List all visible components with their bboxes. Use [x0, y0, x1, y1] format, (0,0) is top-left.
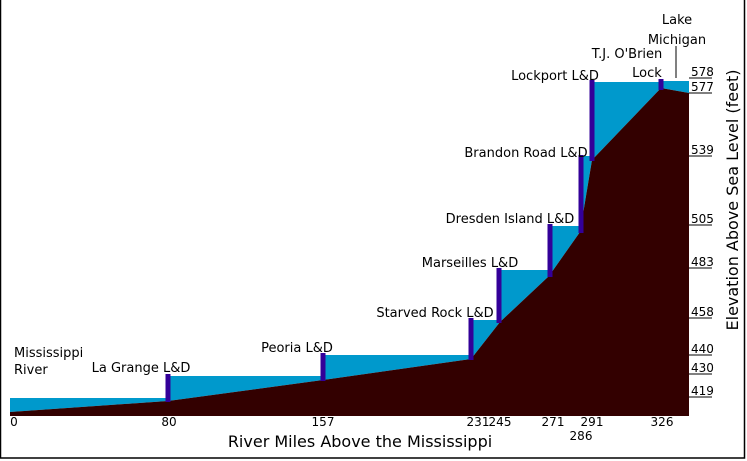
lock-bar — [547, 224, 553, 277]
y-tick-label: 483 — [691, 255, 714, 269]
lock-label-brandon-road: Brandon Road L&D — [464, 146, 587, 161]
river-bed — [10, 88, 689, 416]
water-pool — [471, 320, 500, 359]
y-tick-label: 505 — [691, 212, 714, 226]
lock-bar — [589, 80, 595, 161]
lock-bar — [320, 353, 326, 381]
x-tick-label: 271 — [542, 415, 565, 429]
lock-bar — [658, 79, 664, 90]
water-pool — [323, 355, 471, 380]
mississippi-label-line1: Mississippi — [14, 346, 83, 361]
x-tick-label: 291 — [581, 415, 604, 429]
water-pool — [592, 82, 661, 160]
x-tick-label: 157 — [312, 415, 335, 429]
lock-label-lockport: Lockport L&D — [511, 69, 599, 84]
y-tick-label: 539 — [691, 143, 714, 157]
water-pool — [10, 398, 168, 412]
x-tick-label: 0 — [10, 415, 18, 429]
lock-label-obrien-line2: Lock — [632, 66, 662, 81]
y-tick-label: 577 — [691, 80, 714, 94]
water-pool — [661, 81, 689, 93]
lock-label-peoria: Peoria L&D — [261, 341, 333, 356]
x-tick-label: 245 — [489, 415, 512, 429]
lock-label-starved-rock: Starved Rock L&D — [376, 306, 493, 321]
lock-bar — [165, 374, 171, 402]
lake-label-line1: Lake — [662, 13, 692, 28]
lock-label-dresden-island: Dresden Island L&D — [446, 212, 575, 227]
x-tick-label: 326 — [651, 415, 674, 429]
x-tick-label: 80 — [161, 415, 176, 429]
lock-bar — [496, 268, 502, 323]
y-tick-label: 430 — [691, 361, 714, 375]
mississippi-label-line2: River — [14, 363, 48, 378]
y-tick-label: 419 — [691, 384, 714, 398]
y-tick-label: 440 — [691, 342, 714, 356]
lock-bars — [165, 79, 664, 402]
lock-label-la-grange: La Grange L&D — [92, 361, 191, 376]
water-pool — [549, 226, 580, 276]
lock-label-marseilles: Marseilles L&D — [422, 256, 518, 271]
lake-label-line2: Michigan — [648, 33, 706, 48]
water-pool — [168, 376, 323, 401]
lock-bar — [578, 155, 584, 233]
y-tick-label: 578 — [691, 65, 714, 79]
x-tick-label: 231 — [467, 415, 490, 429]
x-axis-title: River Miles Above the Mississippi — [228, 432, 492, 451]
y-tick-label: 458 — [691, 305, 714, 319]
lock-label-obrien-line1: T.J. O'Brien — [591, 47, 663, 62]
water-pool — [500, 270, 549, 322]
x-tick-label: 286 — [570, 429, 593, 443]
y-axis-title: Elevation Above Sea Level (feet) — [723, 70, 742, 331]
lock-bar — [468, 318, 474, 360]
